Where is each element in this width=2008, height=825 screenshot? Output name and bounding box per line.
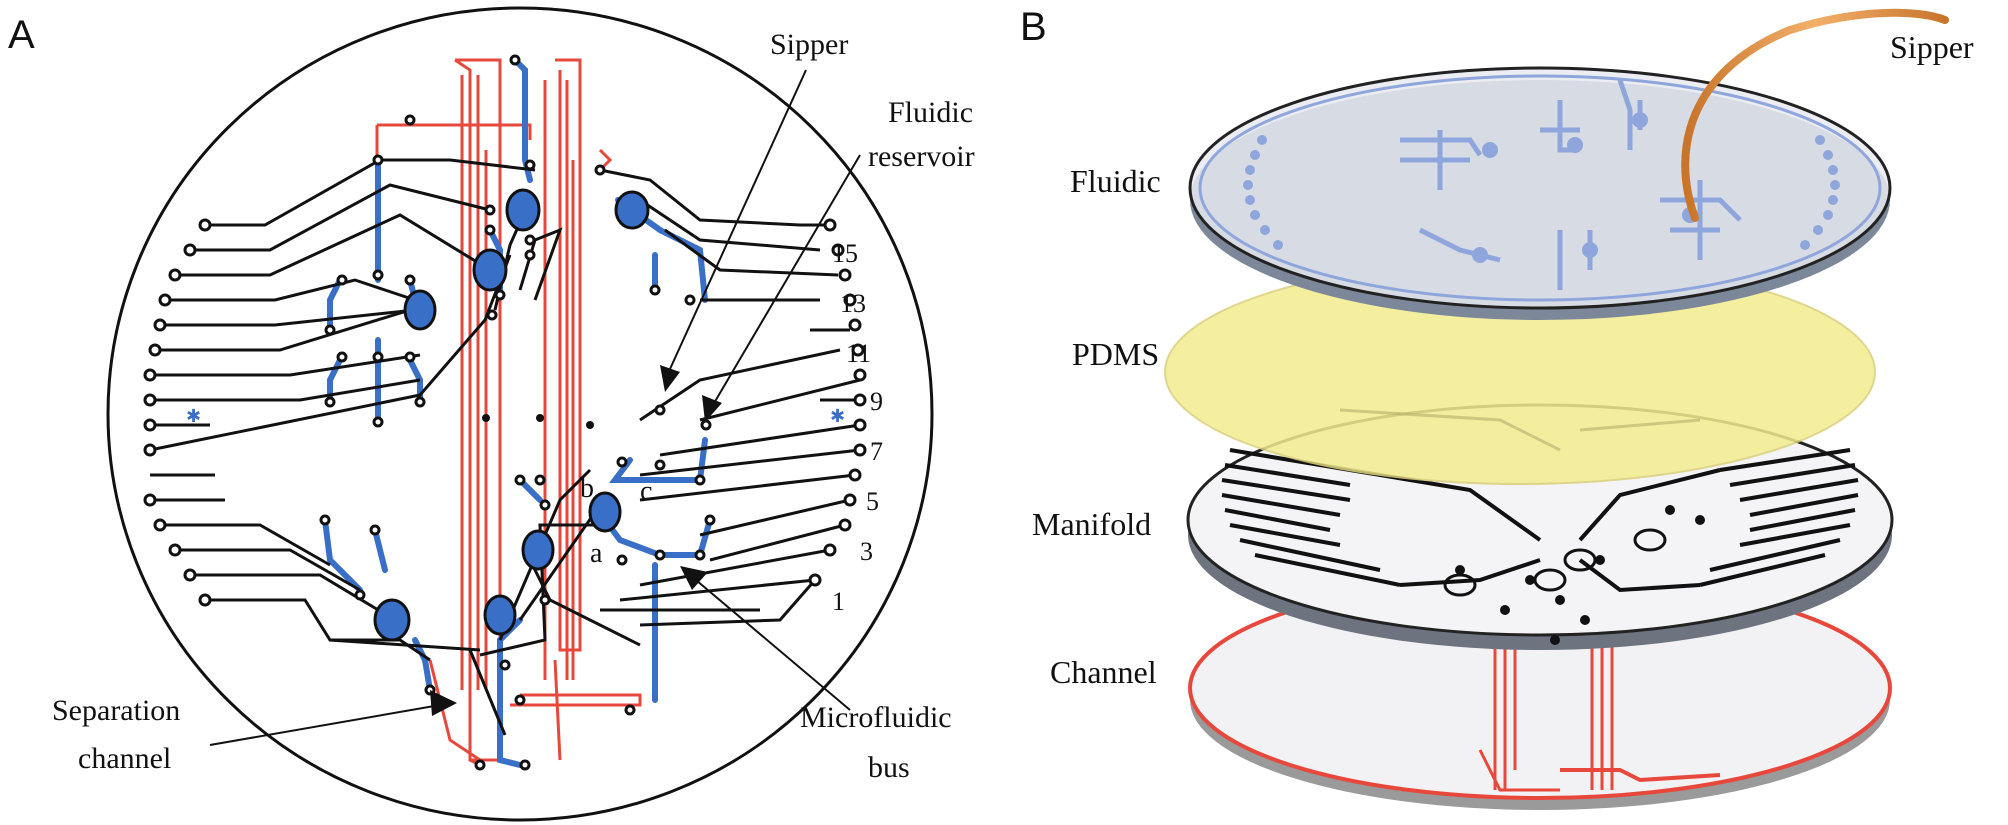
panel-a-label: A xyxy=(8,13,35,57)
ports xyxy=(319,54,716,771)
svg-text:✱: ✱ xyxy=(830,406,845,427)
reservoir xyxy=(472,248,508,292)
port-number: 1 xyxy=(832,587,845,616)
port-number: 13 xyxy=(840,289,866,318)
reservoir xyxy=(588,491,622,533)
reservoir xyxy=(373,598,411,642)
separation-channel-label-line2: channel xyxy=(78,742,171,775)
callout-arrows xyxy=(209,69,861,746)
separation-channel-label-line1: Separation xyxy=(52,694,180,727)
reservoir xyxy=(483,594,517,636)
reservoirs xyxy=(373,188,650,642)
sipper-label: Sipper xyxy=(770,28,848,61)
fluidic-reservoir-label-line1: Fluidic xyxy=(888,96,973,129)
layer-label-pdms: PDMS xyxy=(1072,336,1159,372)
node-label-b: b xyxy=(580,473,594,504)
node-label-c: c xyxy=(640,476,652,507)
port-numbers: 15 13 11 9 7 5 3 1 xyxy=(832,239,883,616)
port-number: 11 xyxy=(846,339,871,368)
node-label-a: a xyxy=(590,538,603,569)
port-number: 15 xyxy=(832,239,858,268)
panel-a: A xyxy=(8,6,975,822)
sipper-label-b: Sipper xyxy=(1890,29,1974,65)
reservoir xyxy=(403,289,437,331)
panel-b-label: B xyxy=(1020,5,1047,49)
reservoir xyxy=(614,190,650,230)
port-number: 9 xyxy=(870,387,883,416)
port-number: 3 xyxy=(860,537,873,566)
alignment-dots xyxy=(482,414,594,429)
fluidic-layer xyxy=(1188,66,1892,320)
sipper-tube xyxy=(1681,8,1949,222)
layer-label-manifold: Manifold xyxy=(1032,506,1151,542)
layer-label-channel: Channel xyxy=(1050,654,1157,690)
reservoir xyxy=(505,188,541,232)
panel-b: B Channel xyxy=(1020,5,1974,810)
fluidic-reservoir-label-line2: reservoir xyxy=(868,140,975,173)
reservoir xyxy=(521,529,555,571)
microfluidic-bus-label-line1: Microfluidic xyxy=(800,701,952,734)
edge-ports: ✱ ✱ xyxy=(143,218,867,607)
port-number: 7 xyxy=(870,437,883,466)
svg-text:✱: ✱ xyxy=(186,406,201,427)
layer-label-fluidic: Fluidic xyxy=(1070,163,1161,199)
microfluidic-bus-label-line2: bus xyxy=(868,751,910,784)
port-number: 5 xyxy=(866,487,879,516)
